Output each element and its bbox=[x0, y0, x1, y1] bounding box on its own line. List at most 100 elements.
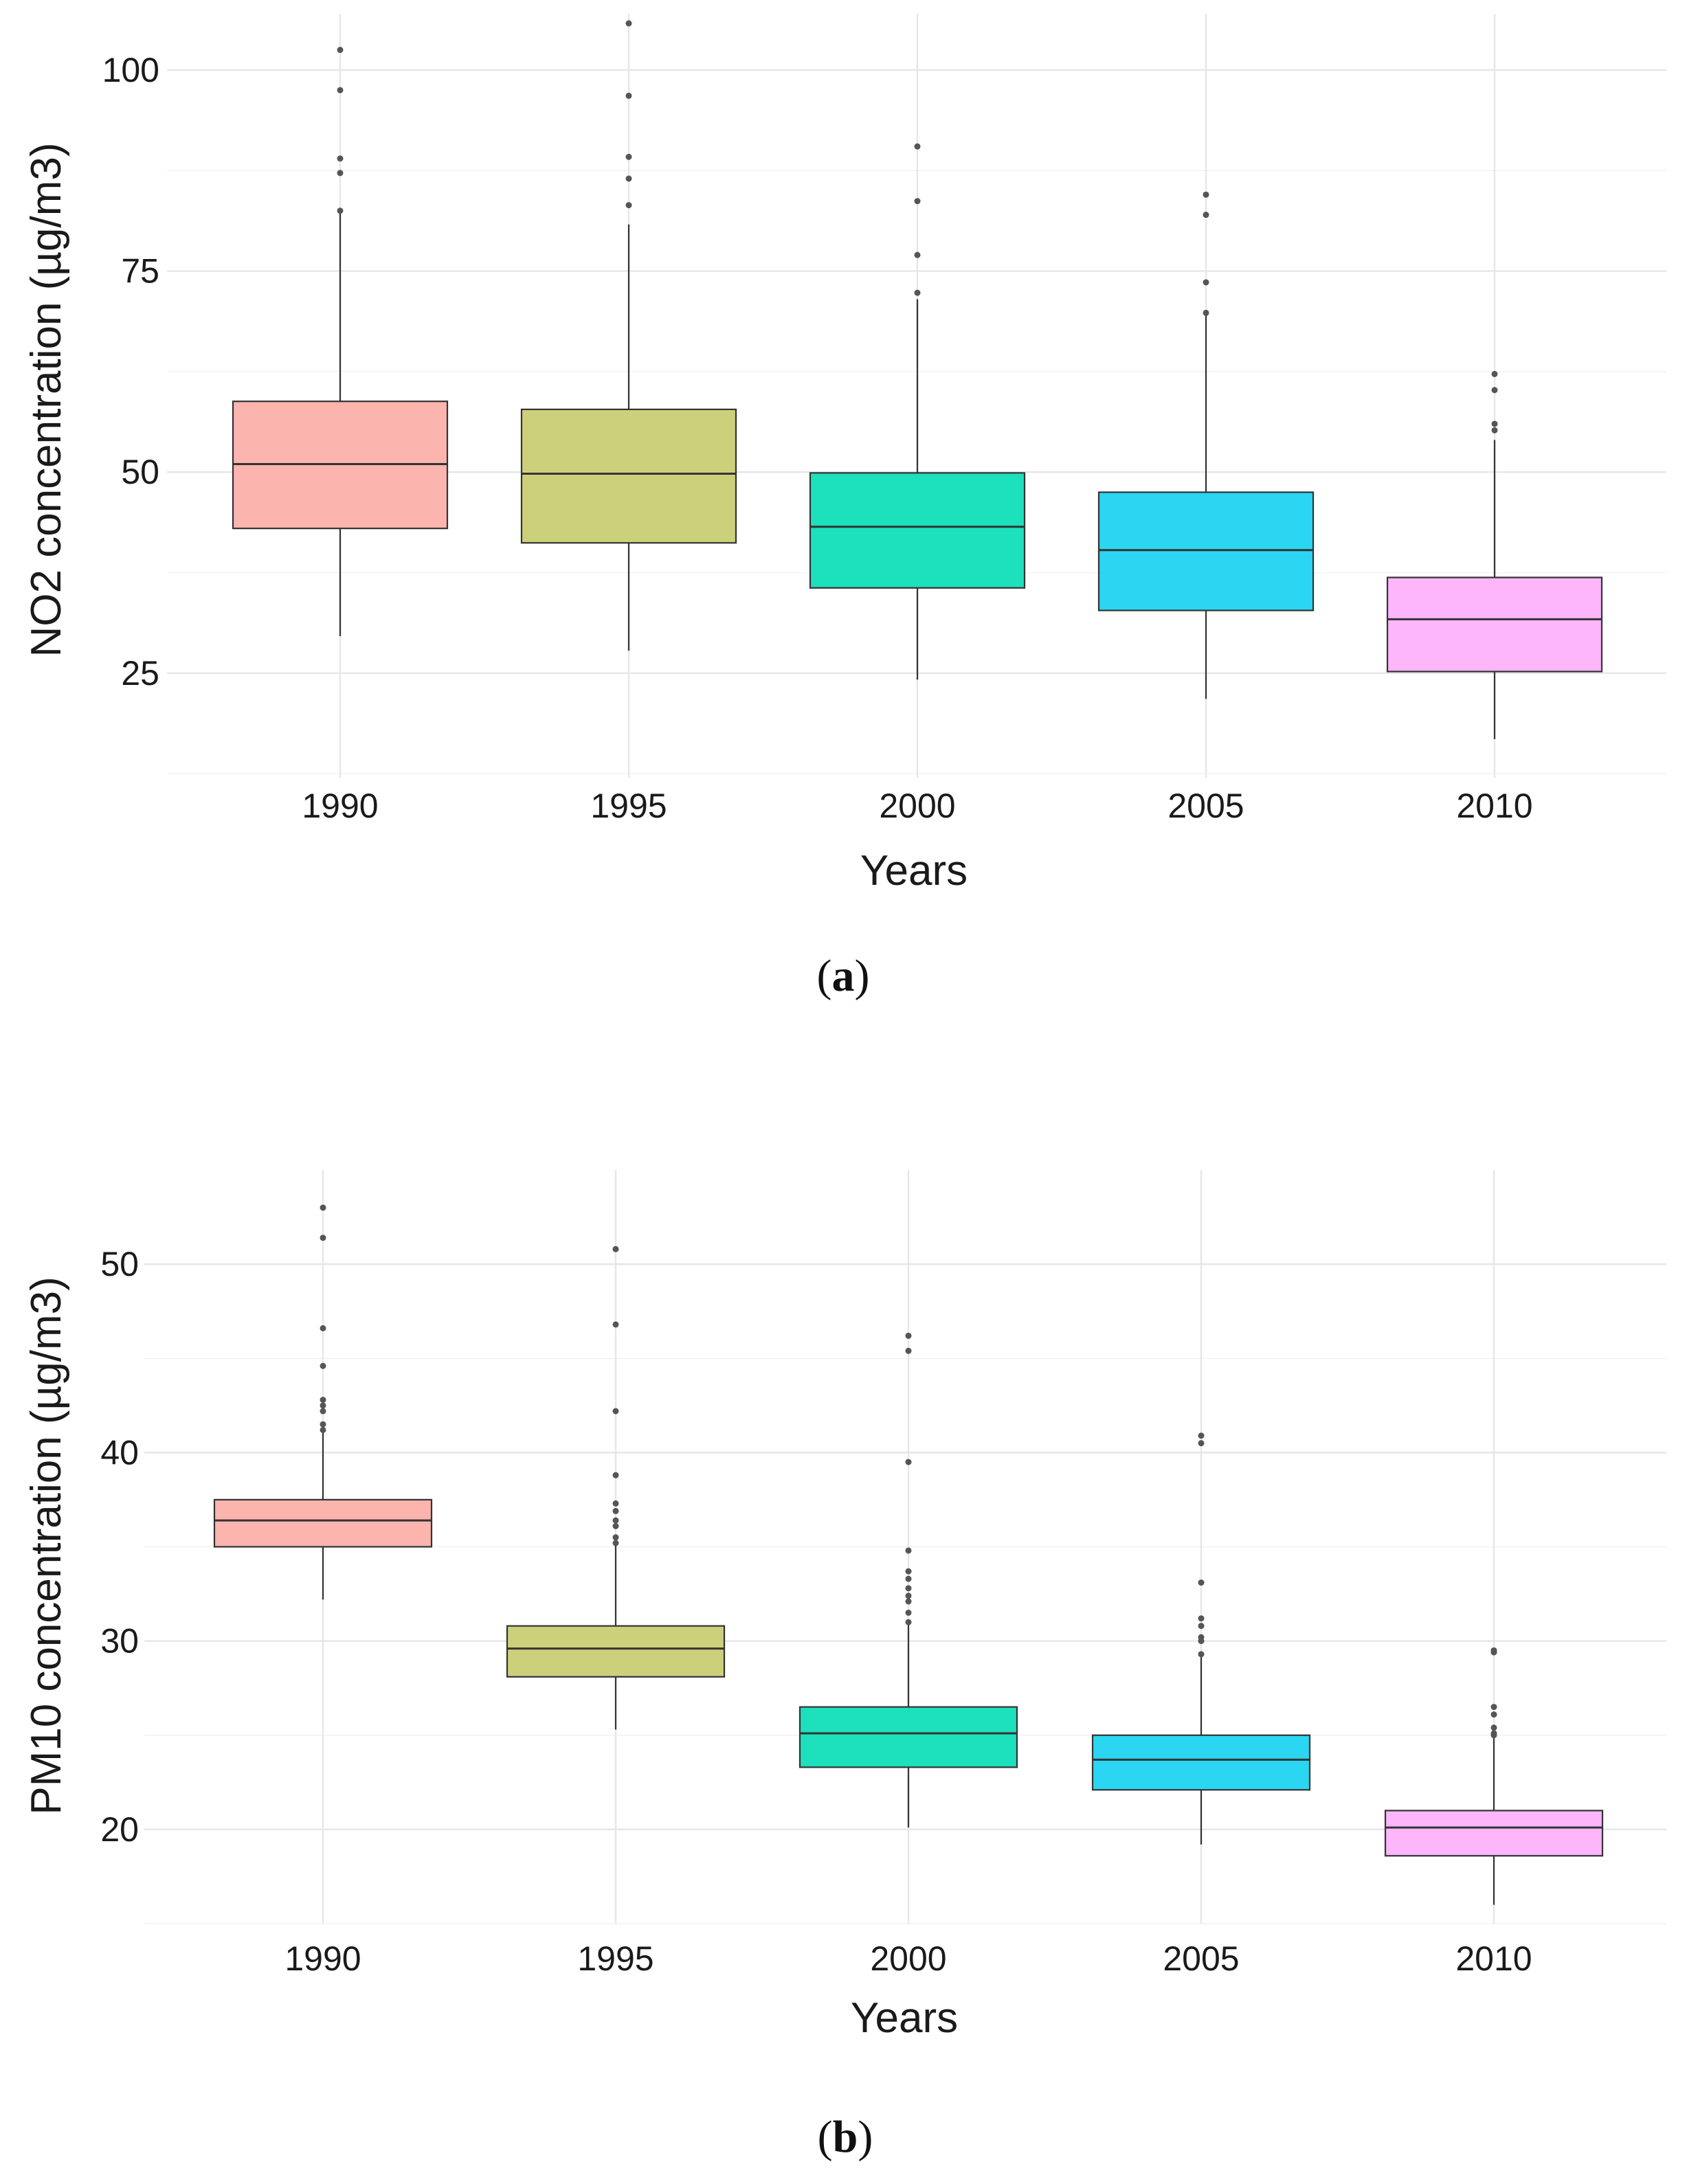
panel-b-y-tick-30: 30 bbox=[100, 1622, 139, 1660]
panel-a-outlier-point bbox=[625, 20, 632, 27]
panel-a-outlier-point bbox=[914, 198, 921, 205]
panel-b-outlier-point bbox=[1490, 1732, 1497, 1739]
panel-a-outlier-point bbox=[337, 170, 344, 177]
panel-b-outlier-point bbox=[320, 1402, 326, 1409]
panel-b-outlier-point bbox=[1198, 1432, 1205, 1439]
panel-b-outlier-point bbox=[905, 1609, 912, 1616]
panel-b-outlier-point bbox=[1198, 1638, 1205, 1645]
panel-a-x-tick-1990: 1990 bbox=[302, 787, 378, 825]
panel-b-outlier-point bbox=[905, 1585, 912, 1592]
panel-b-outlier-point bbox=[320, 1362, 326, 1369]
panel-a-y-tick-100: 100 bbox=[102, 51, 159, 89]
panel-b-iqr-box bbox=[798, 1706, 1018, 1768]
panel-a-box-2010 bbox=[1386, 370, 1603, 739]
panel-b-iqr-box bbox=[1384, 1810, 1604, 1857]
panel-a-x-tick-labels: 1990 1995 2000 2005 2010 bbox=[302, 787, 1532, 825]
panel-a-no2-chart: 25 50 75 100 1990 1995 2000 2005 2010 Years NO2… bbox=[23, 14, 1666, 1001]
panel-a-outlier-point bbox=[1491, 370, 1498, 377]
panel-a-iqr-box bbox=[809, 472, 1026, 589]
panel-b-outlier-point bbox=[905, 1347, 912, 1354]
panel-b-outlier-point bbox=[320, 1235, 326, 1241]
panel-a-outlier-point bbox=[1203, 279, 1209, 286]
panel-a-x-tick-1995: 1995 bbox=[590, 787, 667, 825]
panel-a-y-tick-75: 75 bbox=[121, 252, 159, 291]
panel-b-outlier-point bbox=[1490, 1724, 1497, 1731]
panel-b-outlier-point bbox=[905, 1598, 912, 1605]
panel-a-outlier-point bbox=[1203, 191, 1209, 198]
panel-b-box-1995 bbox=[506, 1246, 726, 1730]
panel-b-outlier-point bbox=[1490, 1704, 1497, 1711]
panel-b-y-tick-20: 20 bbox=[100, 1810, 139, 1849]
panel-b-x-tick-1990: 1990 bbox=[284, 1939, 361, 1978]
panel-a-x-axis-title: Years bbox=[860, 847, 968, 894]
panel-b-y-tick-40: 40 bbox=[100, 1433, 139, 1472]
panel-b-outlier-point bbox=[612, 1517, 619, 1524]
panel-b-outlier-point bbox=[612, 1321, 619, 1328]
panel-b-box-2005 bbox=[1091, 1432, 1311, 1845]
panel-b-outlier-point bbox=[612, 1246, 619, 1252]
panel-a-outlier-point bbox=[1491, 387, 1498, 394]
panel-b-box-2000 bbox=[798, 1332, 1018, 1828]
panel-b-outlier-point bbox=[320, 1421, 326, 1428]
panel-b-outlier-point bbox=[612, 1507, 619, 1514]
panel-a-y-tick-labels: 25 50 75 100 bbox=[102, 51, 159, 693]
panel-b-outlier-point bbox=[612, 1408, 619, 1415]
panel-b-x-tick-1995: 1995 bbox=[577, 1939, 653, 1978]
panel-a-label: (a) bbox=[817, 951, 870, 1001]
panel-b-iqr-box bbox=[213, 1498, 433, 1548]
panel-b-x-tick-2000: 2000 bbox=[870, 1939, 946, 1978]
panel-a-outlier-point bbox=[337, 87, 344, 93]
panel-a-x-tick-2010: 2010 bbox=[1456, 787, 1532, 825]
panel-b-outlier-point bbox=[320, 1204, 326, 1211]
panel-a-outlier-point bbox=[914, 289, 921, 296]
panel-a-iqr-box bbox=[1097, 491, 1315, 611]
panel-a-outlier-point bbox=[337, 155, 344, 162]
panel-a-x-tick-2005: 2005 bbox=[1168, 787, 1244, 825]
panel-b-x-tick-2005: 2005 bbox=[1163, 1939, 1239, 1978]
panel-b-outlier-point bbox=[905, 1459, 912, 1465]
panel-b-outlier-point bbox=[1490, 1711, 1497, 1718]
panel-a-outlier-point bbox=[625, 153, 632, 160]
panel-a-y-tick-25: 25 bbox=[121, 654, 159, 693]
panel-b-outlier-point bbox=[320, 1325, 326, 1331]
panel-b-outlier-point bbox=[320, 1397, 326, 1404]
panel-a-outlier-point bbox=[1203, 212, 1209, 218]
panel-b-label-letter: b bbox=[833, 2112, 858, 2162]
panel-b-x-tick-2010: 2010 bbox=[1455, 1939, 1532, 1978]
panel-a-iqr-box bbox=[520, 408, 737, 544]
panel-a-outlier-point bbox=[1203, 309, 1209, 316]
panel-a-outlier-point bbox=[337, 207, 344, 214]
panel-a-outlier-point bbox=[625, 175, 632, 182]
panel-a-y-tick-50: 50 bbox=[121, 453, 159, 491]
panel-b-outlier-point bbox=[320, 1408, 326, 1415]
panel-a-outlier-point bbox=[625, 92, 632, 99]
panel-b-outlier-point bbox=[612, 1534, 619, 1541]
panel-a-outlier-point bbox=[914, 251, 921, 258]
panel-b-outlier-point bbox=[1198, 1440, 1205, 1447]
panel-b-outlier-point bbox=[320, 1426, 326, 1433]
panel-a-box-2000 bbox=[809, 143, 1026, 680]
panel-a-outlier-point bbox=[1491, 420, 1498, 427]
panel-b-outlier-point bbox=[1198, 1651, 1205, 1658]
panel-a-outlier-point bbox=[625, 202, 632, 209]
panel-b-y-tick-labels: 20 30 40 50 bbox=[100, 1245, 139, 1849]
panel-b-y-axis-title: PM10 concentration (µg/m3) bbox=[23, 1276, 70, 1815]
panel-b-outlier-point bbox=[1198, 1615, 1205, 1622]
panel-b-outlier-point bbox=[612, 1472, 619, 1478]
panel-b-outlier-point bbox=[905, 1332, 912, 1339]
panel-b-y-tick-50: 50 bbox=[100, 1245, 139, 1283]
panel-b-iqr-box bbox=[1091, 1734, 1311, 1791]
panel-b-outlier-point bbox=[905, 1592, 912, 1599]
panel-b-outlier-point bbox=[612, 1500, 619, 1507]
panel-b-outlier-point bbox=[905, 1619, 912, 1625]
panel-b-boxes bbox=[213, 1204, 1604, 1905]
panel-a-box-1995 bbox=[520, 20, 737, 651]
panel-b-box-2010 bbox=[1384, 1647, 1604, 1905]
panel-a-outlier-point bbox=[337, 47, 344, 54]
panel-b-box-1990 bbox=[213, 1204, 433, 1600]
panel-b-iqr-box bbox=[506, 1625, 726, 1678]
panel-b-outlier-point bbox=[905, 1547, 912, 1554]
panel-a-iqr-box bbox=[1386, 576, 1603, 673]
panel-b-x-axis-title: Years bbox=[851, 1994, 958, 2042]
